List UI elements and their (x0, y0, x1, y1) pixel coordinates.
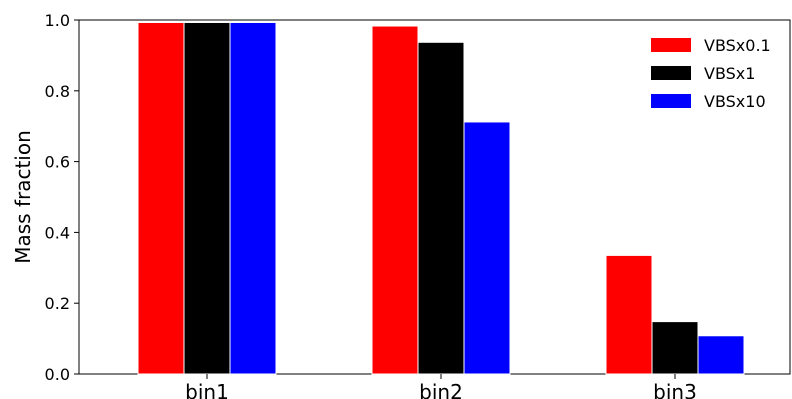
legend-label-series-2: VBSx1 (704, 64, 755, 83)
bar-bin1-series-1 (137, 21, 185, 375)
bar-bin3-series-1 (605, 254, 653, 375)
legend: VBSx0.1 VBSx1 VBSx10 (651, 36, 771, 111)
bar-bin1-series-3 (229, 21, 277, 375)
bar-bin3-series-3 (697, 335, 745, 375)
y-tick-label: 0.4 (45, 223, 70, 242)
y-axis-label: Mass fraction (11, 130, 35, 264)
legend-swatch-series-3 (651, 94, 691, 108)
legend-label-series-3: VBSx10 (704, 92, 766, 111)
y-tick-label: 0.6 (45, 153, 70, 172)
y-tick-label: 0.0 (45, 365, 70, 384)
x-tick-label-bin2: bin2 (419, 380, 463, 399)
bar-bin1-series-2 (183, 21, 231, 375)
bar-bin2-series-1 (371, 25, 419, 375)
y-tick-label: 1.0 (45, 11, 70, 30)
legend-swatch-series-1 (651, 38, 691, 52)
legend-label-series-1: VBSx0.1 (704, 36, 771, 55)
legend-swatch-series-2 (651, 66, 691, 80)
x-axis: bin1 bin2 bin3 (185, 374, 697, 399)
bar-bin2-series-3 (463, 121, 511, 375)
y-tick-label: 0.2 (45, 294, 70, 313)
bar-bin3-series-2 (651, 321, 699, 375)
y-axis: 0.0 0.2 0.4 0.6 0.8 1.0 (45, 11, 79, 384)
bar-bin2-series-2 (417, 41, 465, 375)
x-tick-label-bin3: bin3 (653, 380, 697, 399)
y-tick-label: 0.8 (45, 82, 70, 101)
x-tick-label-bin1: bin1 (185, 380, 229, 399)
